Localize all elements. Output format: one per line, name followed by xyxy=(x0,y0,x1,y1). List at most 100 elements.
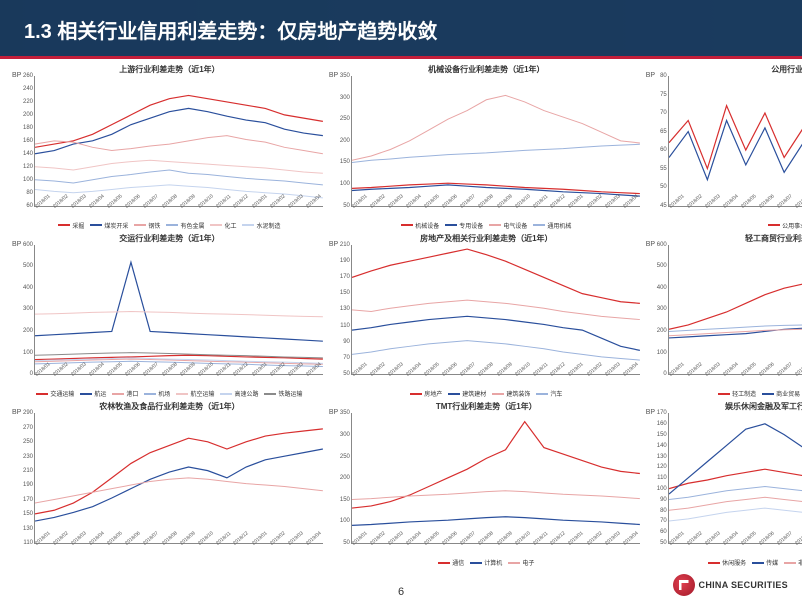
ytick-label: 60 xyxy=(647,529,667,535)
chart-area: 50100150200250300350 xyxy=(351,76,640,207)
series-line xyxy=(35,108,323,153)
header-accent-bar xyxy=(0,56,802,59)
legend-label: 化工 xyxy=(224,221,236,230)
legend-item: 港口 xyxy=(112,389,138,398)
ytick-label: 130 xyxy=(330,306,350,312)
series-line xyxy=(35,136,323,154)
legend-item: 有色金属 xyxy=(166,221,204,230)
legend-label: 煤炭开采 xyxy=(104,221,128,230)
legend-swatch xyxy=(438,562,450,564)
legend-label: 通信 xyxy=(452,558,464,567)
ytick-label: 100 xyxy=(647,350,667,356)
legend-swatch xyxy=(58,224,70,226)
legend-item: 化工 xyxy=(210,221,236,230)
chart-area: 4550556065707580 xyxy=(668,76,802,207)
chart-title: 上游行业利差走势（近1年） xyxy=(12,64,327,75)
legend-label: 航运 xyxy=(94,389,106,398)
ytick-label: 60 xyxy=(647,147,667,153)
chart-area: 5060708090100110120130140150160170 xyxy=(668,413,802,544)
brand-text: CHINA SECURITIES xyxy=(699,580,788,590)
legend-swatch xyxy=(112,393,124,395)
legend-item: 交通运输 xyxy=(36,389,74,398)
series-line xyxy=(35,478,323,503)
legend-item: 航运 xyxy=(80,389,106,398)
ytick-label: 50 xyxy=(330,203,350,209)
chart-xlabels: 2018/012018/022018/032018/042018/052018/… xyxy=(34,373,323,379)
legend-label: 商业贸易 xyxy=(776,389,800,398)
chart-legend: 交通运输航运港口机场航空运输高速公路铁路运输 xyxy=(12,389,327,398)
chart-svg xyxy=(669,413,802,543)
legend-item: 房地产 xyxy=(410,389,442,398)
legend-item: 煤炭开采 xyxy=(90,221,128,230)
page-number: 6 xyxy=(398,586,404,598)
legend-item: 公用事业 xyxy=(768,221,802,230)
ytick-label: 260 xyxy=(13,73,33,79)
legend-swatch xyxy=(784,562,796,564)
legend-swatch xyxy=(752,562,764,564)
legend-item: 休闲服务 xyxy=(708,558,746,567)
legend-label: 航空运输 xyxy=(190,389,214,398)
ytick-label: 70 xyxy=(330,355,350,361)
chart-xlabels: 2018/012018/022018/032018/042018/052018/… xyxy=(34,542,323,548)
legend-label: 建筑建材 xyxy=(462,389,486,398)
chart-xlabels: 2018/012018/022018/032018/042018/052018/… xyxy=(668,373,802,379)
series-line xyxy=(669,106,802,180)
legend-swatch xyxy=(470,562,482,564)
series-line xyxy=(352,300,640,319)
chart-legend: 采掘煤炭开采钢铁有色金属化工水泥制造 xyxy=(12,221,327,230)
chart-area: 507090110130150170190210 xyxy=(351,245,640,376)
ytick-label: 270 xyxy=(13,425,33,431)
brand-logo: CHINA SECURITIES xyxy=(673,574,788,596)
legend-swatch xyxy=(445,224,457,226)
ytick-label: 290 xyxy=(13,410,33,416)
legend-swatch xyxy=(708,562,720,564)
legend-label: 电子 xyxy=(522,558,534,567)
legend-label: 轻工制造 xyxy=(732,389,756,398)
legend-swatch xyxy=(166,224,178,226)
legend-item: 非银金融 xyxy=(784,558,802,567)
ytick-label: 200 xyxy=(13,112,33,118)
ytick-label: 600 xyxy=(647,242,667,248)
ytick-label: 130 xyxy=(647,454,667,460)
legend-item: 采掘 xyxy=(58,221,84,230)
ytick-label: 120 xyxy=(13,164,33,170)
chart-xlabels: 2018/012018/022018/032018/042018/052018/… xyxy=(351,205,640,211)
ytick-label: 45 xyxy=(647,203,667,209)
chart-legend: 轻工制造商业贸易家用电器纺织服装 xyxy=(646,389,802,398)
chart-panel: BP房地产及相关行业利差走势（近1年）507090110130150170190… xyxy=(329,233,644,400)
ytick-label: 110 xyxy=(647,475,667,481)
legend-swatch xyxy=(410,393,422,395)
chart-xlabels: 2018/012018/022018/032018/042018/052018/… xyxy=(34,205,323,211)
header: 1.3 相关行业信用利差走势：仅房地产趋势收敛 xyxy=(0,0,802,58)
ytick-label: 400 xyxy=(647,285,667,291)
ytick-label: 90 xyxy=(647,497,667,503)
ytick-label: 60 xyxy=(13,203,33,209)
legend-swatch xyxy=(401,224,413,226)
legend-item: 电子 xyxy=(508,558,534,567)
series-line xyxy=(352,316,640,350)
ytick-label: 100 xyxy=(13,350,33,356)
series-line xyxy=(35,449,323,521)
series-line xyxy=(352,95,640,160)
legend-swatch xyxy=(768,224,780,226)
ytick-label: 160 xyxy=(647,421,667,427)
ytick-label: 150 xyxy=(13,511,33,517)
ytick-label: 55 xyxy=(647,166,667,172)
ytick-label: 50 xyxy=(647,540,667,546)
chart-xlabels: 2018/012018/022018/032018/042018/052018/… xyxy=(668,205,802,211)
chart-panel: BP公用行业利差走势45505560657075802018/012018/02… xyxy=(646,64,802,231)
series-line xyxy=(35,170,323,185)
ytick-label: 190 xyxy=(330,258,350,264)
chart-area: 6080100120140160180200220240260 xyxy=(34,76,323,207)
chart-panel: BP轻工商贸行业利差走势（近1年）01002003004005006002018… xyxy=(646,233,802,400)
ytick-label: 200 xyxy=(330,475,350,481)
chart-panel: BP交运行业利差走势（近1年）01002003004005006002018/0… xyxy=(12,233,327,400)
legend-swatch xyxy=(242,224,254,226)
ytick-label: 50 xyxy=(330,371,350,377)
legend-item: 通信 xyxy=(438,558,464,567)
chart-panel: BPTMT行业利差走势（近1年）501001502002503003502018… xyxy=(329,401,644,568)
ytick-label: 0 xyxy=(13,371,33,377)
legend-swatch xyxy=(536,393,548,395)
series-line xyxy=(669,326,802,349)
series-line xyxy=(35,262,323,341)
